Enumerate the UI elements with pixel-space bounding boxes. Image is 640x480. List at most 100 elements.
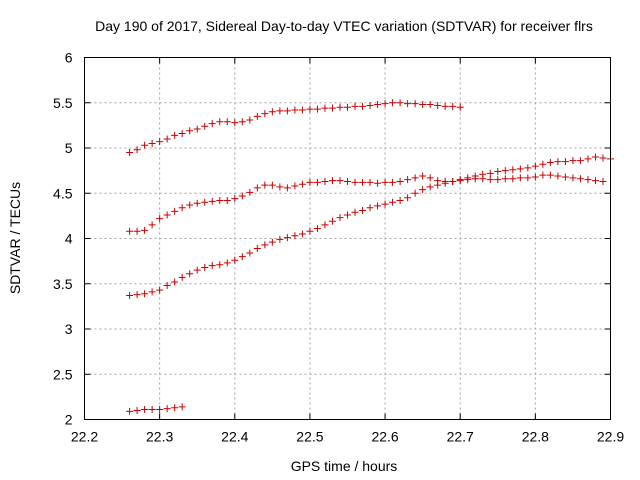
data-point [381,100,389,108]
data-point [426,101,434,109]
data-point [283,184,291,192]
data-point [321,177,329,185]
data-point [283,234,291,242]
data-point [554,158,562,166]
data-point [389,198,397,206]
data-point [516,174,524,182]
data-point [591,177,599,185]
data-point [126,292,134,300]
data-point [359,206,367,214]
y-tick-label: 3.5 [53,276,73,292]
data-point [306,227,314,235]
data-point [148,406,156,414]
data-point [328,217,336,225]
data-point [298,230,306,238]
series-1 [126,99,464,157]
data-point [238,192,246,200]
x-tick-label: 22.2 [71,429,98,445]
data-point [351,208,359,216]
data-point [268,181,276,189]
data-point [426,183,434,191]
data-point [419,172,427,180]
data-point [456,103,464,111]
data-point [434,181,442,189]
data-point [441,102,449,110]
y-tick-label: 2.5 [53,366,73,382]
axis-ticks [84,57,611,420]
data-point [576,175,584,183]
data-point [426,174,434,182]
data-point [576,157,584,165]
data-point [381,200,389,208]
y-tick-label: 4 [65,231,73,247]
y-tick-label: 3 [65,321,73,337]
data-point [216,196,224,204]
data-point [494,176,502,184]
data-point [216,118,224,126]
data-point [231,195,239,203]
data-point [351,102,359,110]
series-4 [126,403,186,415]
data-point [411,174,419,182]
data-point [223,118,231,126]
data-point [359,178,367,186]
data-point [261,110,269,118]
data-point [186,127,194,135]
data-point [141,290,149,298]
data-point [501,175,509,183]
data-point [501,167,509,175]
data-point [344,103,351,111]
data-point [193,125,201,133]
data-point [509,175,517,183]
data-point [381,178,389,186]
data-point [344,211,351,219]
data-point [479,170,487,178]
data-point [276,107,284,115]
data-point [193,199,201,207]
data-point [524,164,532,172]
x-tick-label: 22.8 [522,429,549,445]
data-point [133,291,141,299]
x-tick-label: 22.4 [221,429,248,445]
data-point [449,177,457,185]
data-point [366,204,374,212]
data-point [419,186,427,194]
data-point [486,169,494,177]
data-point [126,407,134,415]
data-point [569,157,577,165]
data-point [389,178,397,186]
data-point [441,179,449,187]
data-point [584,155,592,163]
data-point [561,173,569,181]
data-point [336,177,344,185]
data-point [599,154,607,162]
data-point [201,122,209,130]
data-point [231,256,239,264]
y-tick-label: 6 [65,50,73,66]
data-point [126,227,134,235]
data-point [208,197,216,205]
data-point [516,165,524,173]
data-point [208,262,216,270]
x-tick-label: 22.9 [597,429,624,445]
data-point [133,227,141,235]
data-point [178,130,186,138]
data-point [434,101,442,109]
data-point [306,178,314,186]
data-point [531,162,539,170]
data-point [261,181,269,189]
data-point [524,174,532,182]
y-tick-labels: 2 2.5 3 3.5 4 4.5 5 5.5 6 [53,50,73,428]
data-point [539,171,547,179]
data-point [141,226,149,234]
data-point [253,244,261,252]
y-tick-label: 5 [65,140,73,156]
data-point [486,176,494,184]
data-point [344,177,351,185]
data-point [148,139,156,147]
data-point [253,112,261,120]
data-point [313,178,321,186]
data-point [464,174,472,182]
data-point [404,100,412,108]
data-point [193,266,201,274]
